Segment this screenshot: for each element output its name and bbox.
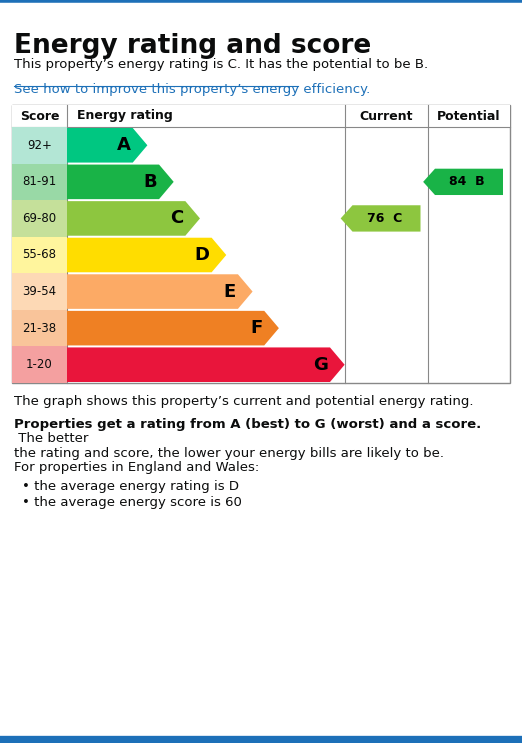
Bar xyxy=(12,163,67,200)
Text: 81-91: 81-91 xyxy=(22,175,56,189)
Polygon shape xyxy=(67,348,345,382)
Text: E: E xyxy=(224,282,236,301)
Text: 21-38: 21-38 xyxy=(22,322,56,334)
Bar xyxy=(12,346,67,383)
Text: Score: Score xyxy=(20,109,60,123)
Text: 55-68: 55-68 xyxy=(22,248,56,262)
Text: • the average energy score is 60: • the average energy score is 60 xyxy=(22,496,242,509)
Text: 76  C: 76 C xyxy=(367,212,402,225)
Text: 39-54: 39-54 xyxy=(22,285,56,298)
Text: The graph shows this property’s current and potential energy rating.: The graph shows this property’s current … xyxy=(14,395,473,408)
Text: G: G xyxy=(313,356,328,374)
Polygon shape xyxy=(423,169,503,195)
Text: B: B xyxy=(144,173,157,191)
Bar xyxy=(12,273,67,310)
Text: 1-20: 1-20 xyxy=(26,358,53,372)
Polygon shape xyxy=(341,205,421,232)
Text: 69-80: 69-80 xyxy=(22,212,56,225)
Polygon shape xyxy=(67,201,200,236)
Text: This property’s energy rating is C. It has the potential to be B.: This property’s energy rating is C. It h… xyxy=(14,58,428,71)
Bar xyxy=(12,237,67,273)
Text: • the average energy rating is D: • the average energy rating is D xyxy=(22,480,239,493)
Bar xyxy=(12,200,67,237)
Text: Current: Current xyxy=(360,109,413,123)
Polygon shape xyxy=(67,238,226,272)
Bar xyxy=(12,127,67,163)
Text: Potential: Potential xyxy=(437,109,501,123)
Text: D: D xyxy=(195,246,210,264)
Text: 84  B: 84 B xyxy=(449,175,485,189)
Text: F: F xyxy=(250,319,262,337)
Polygon shape xyxy=(67,128,147,163)
Polygon shape xyxy=(67,164,174,199)
Text: A: A xyxy=(117,136,130,155)
Text: Energy rating: Energy rating xyxy=(77,109,173,123)
Text: The better
the rating and score, the lower your energy bills are likely to be.: The better the rating and score, the low… xyxy=(14,432,444,460)
Text: See how to improve this property’s energy efficiency.: See how to improve this property’s energ… xyxy=(14,83,370,96)
Text: C: C xyxy=(170,210,183,227)
Text: 92+: 92+ xyxy=(27,139,52,152)
Bar xyxy=(12,105,510,383)
Text: Properties get a rating from A (best) to G (worst) and a score.: Properties get a rating from A (best) to… xyxy=(14,418,481,431)
Text: Energy rating and score: Energy rating and score xyxy=(14,33,371,59)
Bar xyxy=(12,105,510,127)
Text: For properties in England and Wales:: For properties in England and Wales: xyxy=(14,461,259,474)
Bar xyxy=(12,310,67,346)
Polygon shape xyxy=(67,274,253,309)
Polygon shape xyxy=(67,311,279,345)
